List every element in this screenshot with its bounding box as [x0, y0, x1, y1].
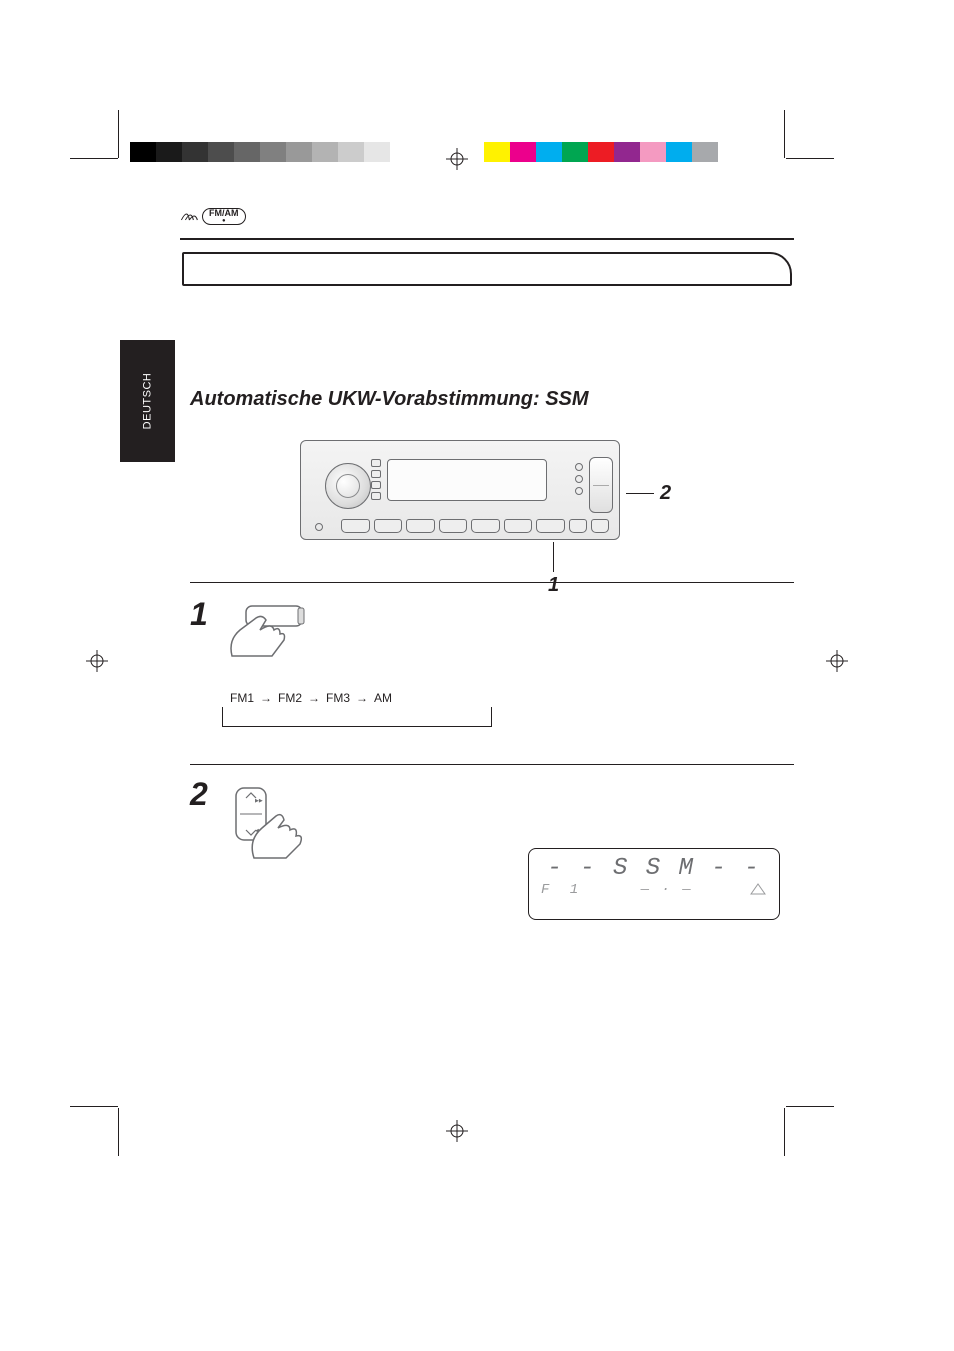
right-button-column [575, 463, 583, 495]
crop-mark [70, 1106, 118, 1107]
registration-mark-icon [826, 650, 848, 672]
separator [190, 582, 794, 583]
radio-wave-icon [178, 206, 202, 227]
swatch [692, 142, 718, 162]
language-tab-label: DEUTSCH [142, 373, 154, 430]
radio-lcd [387, 459, 547, 501]
badge-sub: ● [222, 218, 226, 224]
header-rule [180, 238, 794, 240]
volume-knob-icon [325, 463, 371, 509]
car-radio-diagram: 2 1 [300, 440, 650, 540]
crop-mark [118, 1108, 119, 1156]
swatch [182, 142, 208, 162]
swatch [130, 142, 156, 162]
registration-mark-icon [86, 650, 108, 672]
ssm-lcd-display: - - S S M - - F 1 — · — [528, 848, 780, 920]
section-title: Automatische UKW-Vorabstimmung: SSM [190, 388, 589, 411]
swatch [208, 142, 234, 162]
press-rocker-button-icon: ▶▶ ◀◀ [222, 784, 310, 864]
callout-number: 2 [660, 482, 671, 505]
svg-text:▶▶: ▶▶ [255, 798, 263, 804]
swatch [338, 142, 364, 162]
swatch [286, 142, 312, 162]
registration-mark-icon [446, 1120, 468, 1147]
swatch [390, 142, 416, 162]
crop-mark [784, 1108, 785, 1156]
band-cycle-diagram: FM1 → FM2 → FM3 → AM [222, 688, 492, 730]
language-tab: DEUTSCH [120, 340, 175, 462]
step-number-2: 2 [190, 776, 208, 813]
crop-mark [118, 110, 119, 158]
ssm-band-label: F 1 [541, 882, 584, 900]
crop-mark [786, 1106, 834, 1107]
title-box [182, 252, 792, 286]
swatch [562, 142, 588, 162]
radio-faceplate [300, 440, 620, 540]
arrow-icon: → [260, 691, 272, 705]
arrow-icon: → [356, 691, 368, 705]
tune-rocker [589, 457, 613, 513]
cycle-item: FM2 [278, 691, 302, 705]
swatch [666, 142, 692, 162]
grayscale-swatches [130, 142, 416, 162]
page-header: FM/AM ● [180, 206, 794, 227]
eject-button-icon [315, 523, 323, 531]
swatch [260, 142, 286, 162]
crop-mark [784, 110, 785, 158]
left-button-column [371, 459, 381, 500]
preset-button-row [341, 519, 609, 533]
callout-number: 1 [548, 574, 559, 597]
arrow-icon: → [308, 691, 320, 705]
crop-mark [786, 158, 834, 159]
cycle-item: AM [374, 691, 392, 705]
antenna-icon [749, 882, 767, 900]
swatch [510, 142, 536, 162]
callout-1: 1 [548, 542, 559, 597]
swatch [640, 142, 666, 162]
color-swatches [484, 142, 718, 162]
cycle-item: FM1 [230, 691, 254, 705]
press-band-button-icon [222, 600, 310, 662]
swatch [312, 142, 338, 162]
callout-2: 2 [626, 482, 671, 505]
step-number-1: 1 [190, 596, 208, 633]
swatch [484, 142, 510, 162]
ssm-freq-placeholder: — · — [641, 882, 693, 900]
swatch [614, 142, 640, 162]
fm-am-badge: FM/AM ● [180, 206, 246, 227]
badge-label: FM/AM [209, 209, 239, 218]
ssm-display-top: - - S S M - - [541, 855, 767, 882]
swatch [536, 142, 562, 162]
registration-mark-icon [446, 148, 468, 170]
swatch [364, 142, 390, 162]
separator [190, 764, 794, 765]
cycle-item: FM3 [326, 691, 350, 705]
swatch [588, 142, 614, 162]
crop-mark [70, 158, 118, 159]
swatch [156, 142, 182, 162]
swatch [234, 142, 260, 162]
